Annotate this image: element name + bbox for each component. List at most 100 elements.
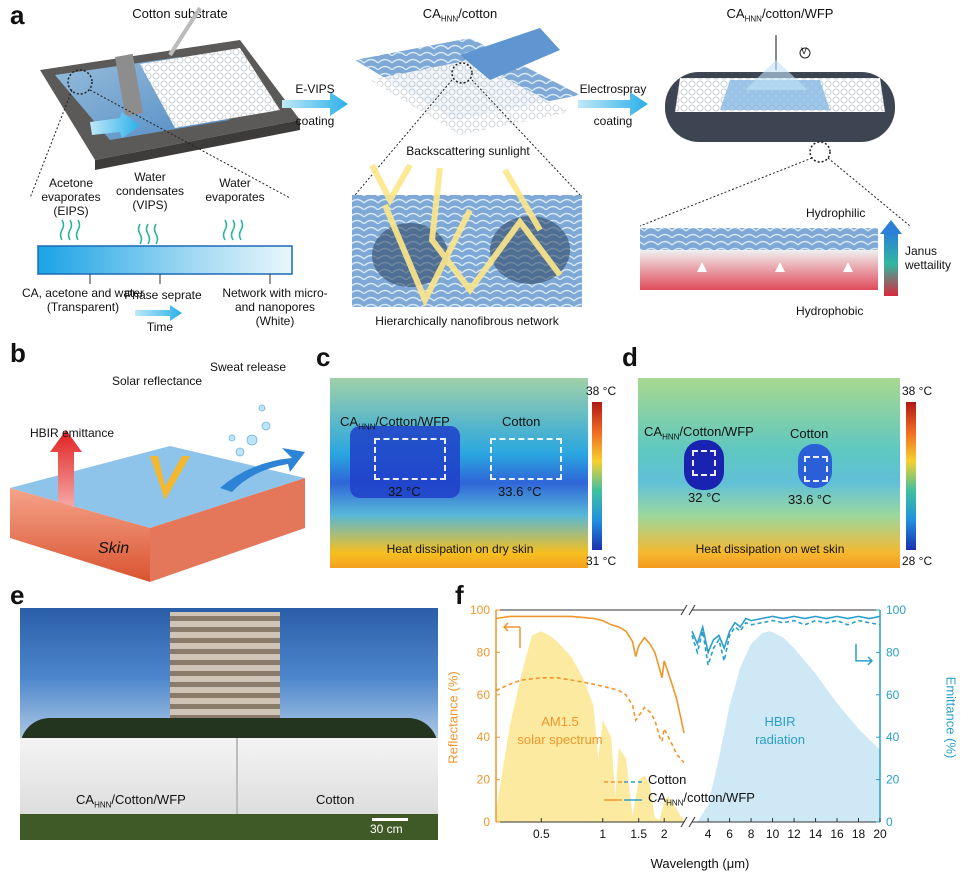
hbir-label: HBIR: [764, 714, 796, 729]
y-right-tick-label: 40: [886, 730, 900, 744]
series-reflectance_cotton: [495, 677, 685, 764]
x-tick-label: 2: [661, 827, 668, 841]
hbir-emittance-label: HBIR emittance: [30, 426, 115, 440]
axis-break-mark: [680, 604, 688, 616]
panel-a-graphics: [29, 6, 911, 321]
y-right-label: Emittance (%): [943, 676, 959, 759]
x-tick-label: 10: [766, 827, 780, 841]
panel-label-a: a: [10, 0, 25, 30]
measurement-box-cotton: [490, 438, 562, 480]
x-tick-label: 1: [599, 827, 606, 841]
time-label: Time: [146, 320, 174, 334]
y-right-tick-label: 0: [886, 815, 893, 829]
direction-arrow-icon: [90, 112, 140, 138]
y-right-tick-label: 80: [886, 645, 900, 659]
x-tick-label: 14: [809, 827, 823, 841]
series-emittance_wfp: [691, 615, 881, 656]
hydrophobic-layer: [640, 250, 878, 290]
ir-label-wet-wfp: CAHNN/Cotton/WFP: [644, 424, 754, 442]
step1-top-label: E-VIPS: [295, 82, 335, 96]
panel-f: 0 0 20 20 40 40 60 60 80 80 100 100 0.5 1 1.5 2 4 6 8 10 12 1…: [440, 590, 972, 878]
hydrophobic-label: Hydrophobic: [796, 304, 864, 318]
panel-e: CAHNN/Cotton/WFP Cotton 30 cm: [20, 608, 438, 840]
x-tick-label: 6: [726, 827, 733, 841]
panel-label-c: c: [316, 342, 331, 372]
panel-b: HBIR emittance Solar reflectance Sweat r…: [0, 360, 310, 590]
banner-label-cotton: Cotton: [316, 792, 355, 807]
coating-blade: [114, 53, 144, 117]
axis-break-mark: [688, 604, 696, 616]
hydrophilic-layer: [640, 228, 878, 250]
y-left-tick-label: 20: [477, 773, 491, 787]
janus-gradient-arrow: [884, 232, 898, 296]
legend-cotton: Cotton: [648, 772, 687, 787]
series-reflectance_wfp: [495, 615, 685, 734]
emittance-axis-arrow-icon: [855, 643, 874, 666]
measurement-box-wet-cotton: [804, 456, 828, 482]
legend-wfp: CAHNN/cotton/WFP: [648, 790, 755, 808]
acetone-evaporates-label: Acetone evaporates (EIPS): [41, 176, 101, 218]
electrospray-arrow-icon: [578, 92, 648, 116]
colorbar-wet: [906, 402, 916, 550]
y-right-tick-label: 100: [886, 603, 906, 617]
y-left-label: Reflectance (%): [445, 671, 461, 764]
phase-separate-label: Phase seprate: [124, 288, 202, 302]
radiation-label: radiation: [755, 732, 805, 747]
temp-cotton: 33.6 °C: [498, 484, 542, 499]
sweat-release-label: Sweat release: [210, 360, 287, 374]
axis-break-mark: [688, 816, 696, 828]
ir-label-wet-cotton: Cotton: [790, 426, 829, 441]
colorbar-dry-min: 31 °C: [586, 554, 617, 568]
y-left-tick-label: 100: [470, 603, 490, 617]
skin-side: [150, 478, 305, 582]
hbir-arrow-icon: [50, 430, 82, 507]
y-right-tick-label: 60: [886, 688, 900, 702]
evaporation-arrows-icon: [59, 219, 244, 245]
reflectance-axis-arrow-icon: [502, 622, 521, 649]
panel-label-f: f: [455, 580, 464, 610]
panel-label-b: b: [10, 338, 26, 368]
title-cotton-substrate: Cotton substrate: [132, 6, 228, 21]
measurement-box-wet-wfp: [692, 450, 716, 476]
sweat-arrow-icon: [220, 448, 305, 492]
x-tick-label: 8: [748, 827, 755, 841]
x-tick-label: 4: [705, 827, 712, 841]
panel-b-graphics: [10, 404, 305, 582]
solar-spectrum-label: solar spectrum: [517, 732, 603, 747]
network-white-label: Network with micro- and nanopores (White…: [222, 286, 328, 328]
pipette-icon: [168, 6, 202, 57]
panel-label-e: e: [10, 580, 25, 610]
solar-spectrum-area: [496, 631, 684, 822]
measurement-box-wfp: [374, 438, 446, 480]
title-ca-cotton: CAHNN/cotton: [422, 6, 498, 24]
colorbar-wet-max: 38 °C: [902, 384, 933, 398]
thermal-image-wet: [638, 378, 900, 568]
ir-label-cotton: Cotton: [502, 414, 541, 429]
temp-wet-wfp: 32 °C: [688, 490, 721, 505]
janus-label: Janus wettaility: [905, 244, 952, 272]
grass: [20, 814, 438, 840]
hbir-radiation-area: [697, 631, 880, 822]
fabric-banner: [20, 738, 438, 818]
skin-front: [10, 488, 150, 582]
y-left-tick-label: 0: [483, 815, 490, 829]
colorbar-dry-max: 38 °C: [586, 384, 617, 398]
hydrophilic-label: Hydrophilic: [806, 206, 866, 220]
y-left-tick-label: 40: [477, 730, 491, 744]
panel-d: CAHNN/Cotton/WFP Cotton 32 °C 33.6 °C He…: [638, 378, 958, 568]
x-tick-label: 18: [852, 827, 866, 841]
step1-bottom-label: coating: [295, 114, 335, 128]
scale-bar-label: 30 cm: [370, 822, 403, 836]
voltage-icon: V: [801, 46, 808, 56]
water-condensates-label: Water condensates (VIPS): [115, 170, 185, 212]
colorbar-wet-min: 28 °C: [902, 554, 933, 568]
dry-caption: Heat dissipation on dry skin: [386, 542, 534, 556]
colorbar-dry: [592, 402, 602, 550]
x-tick-label: 20: [873, 827, 887, 841]
wet-caption: Heat dissipation on wet skin: [695, 542, 845, 556]
panel-label-d: d: [622, 342, 638, 372]
am15-label: AM1.5: [541, 714, 579, 729]
y-left-tick-label: 60: [477, 688, 491, 702]
x-tick-label: 1.5: [630, 827, 647, 841]
